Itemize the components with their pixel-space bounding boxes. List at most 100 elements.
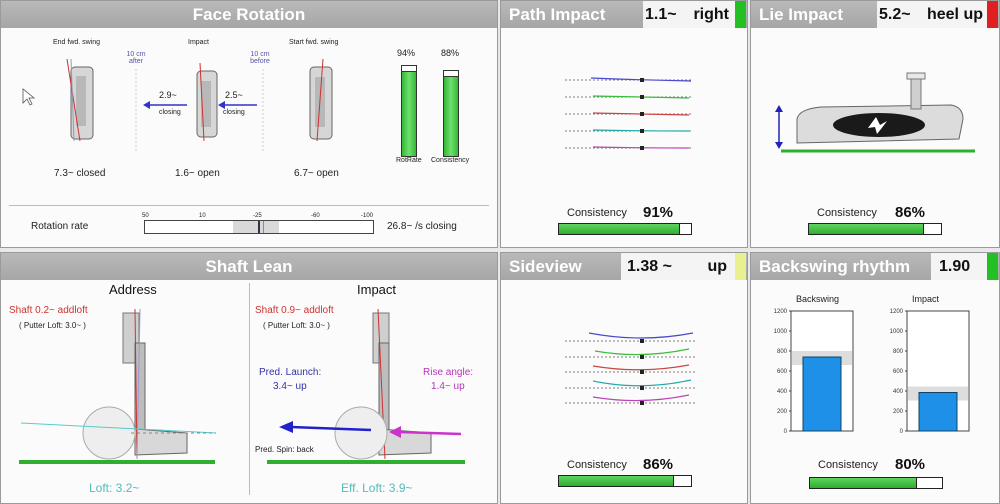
consistency-label: Consistency bbox=[431, 157, 470, 164]
rhythm-consistency-value: 80% bbox=[895, 456, 926, 473]
backswing-rhythm-indicator bbox=[987, 253, 998, 280]
putter-end-icon bbox=[66, 58, 94, 142]
rise-value: 1.4~ up bbox=[431, 381, 465, 392]
rotrate-label: RotRate bbox=[396, 157, 422, 164]
sideview-traces bbox=[565, 332, 695, 405]
rhythm-tick-0-0: 1200 bbox=[774, 309, 788, 315]
consistency-bar bbox=[443, 70, 459, 157]
rhythm-tick-0-3: 600 bbox=[777, 369, 788, 375]
divider bbox=[9, 205, 489, 206]
backswing-rhythm-panel: Backswing rhythm 1.90 Backswing Impact 1… bbox=[750, 252, 1000, 504]
address-heading: Address bbox=[109, 282, 157, 297]
path-consistency-value: 91% bbox=[643, 204, 674, 221]
putter-impact-icon bbox=[196, 62, 218, 142]
lie-putter-graphic bbox=[775, 72, 975, 153]
backswing-rhythm-value: 1.90 bbox=[939, 258, 971, 275]
sideview-consistency-value: 86% bbox=[643, 456, 674, 473]
shaft-lean-title: Shaft Lean bbox=[205, 257, 293, 276]
address-shaft: Shaft 0.2~ addloft bbox=[9, 305, 88, 316]
rhythm-bar-0 bbox=[802, 356, 842, 432]
arrow2-note: closing bbox=[223, 109, 245, 116]
lie-consistency-label: Consistency bbox=[817, 207, 877, 219]
face-rotation-graphic bbox=[22, 58, 333, 151]
rhythm-tick-1-0: 1200 bbox=[890, 309, 904, 315]
path-consistency-label: Consistency bbox=[567, 207, 627, 219]
rhythm-tick-0-6: 0 bbox=[784, 429, 788, 435]
sideview-consistency-bar bbox=[558, 475, 692, 487]
rotation-rate-label: Rotation rate bbox=[31, 221, 89, 232]
backswing-rhythm-header: Backswing rhythm 1.90 bbox=[751, 253, 999, 280]
value-start: 6.7~ open bbox=[294, 168, 339, 179]
launch-label: Pred. Launch: bbox=[259, 367, 322, 378]
sideview-direction: up bbox=[707, 258, 727, 275]
tick-3: -60 bbox=[311, 213, 320, 219]
consistency-pct: 88% bbox=[441, 48, 460, 58]
shaft-lean-graphic bbox=[19, 308, 465, 464]
path-impact-header: Path Impact 1.1~ right bbox=[501, 1, 747, 28]
rhythm-consistency-bar bbox=[809, 477, 943, 489]
chart1-label: Backswing bbox=[796, 294, 840, 304]
address-putter-icon bbox=[122, 308, 188, 460]
rotrate-bar bbox=[401, 65, 417, 157]
path-impact-direction: right bbox=[693, 6, 729, 23]
col-label-impact: Impact bbox=[188, 39, 210, 46]
rhythm-tick-1-2: 800 bbox=[893, 349, 904, 355]
rhythm-tick-1-3: 600 bbox=[893, 369, 904, 375]
marker-before: 10 cm before bbox=[250, 51, 270, 65]
shaft-lean-panel: Shaft Lean Address Impact Shaft 0.2~ add… bbox=[0, 252, 498, 504]
lie-impact-panel: Lie Impact 5.2~ heel up Consistency 86% bbox=[750, 0, 1000, 248]
lie-impact-value: 5.2~ bbox=[879, 6, 911, 23]
impact-heading: Impact bbox=[357, 282, 397, 297]
address-putter-loft: ( Putter Loft: 3.0~ ) bbox=[19, 321, 86, 330]
value-end: 7.3~ closed bbox=[54, 168, 106, 179]
face-rotation-header: Face Rotation bbox=[1, 1, 497, 28]
rhythm-tick-1-4: 400 bbox=[893, 389, 904, 395]
shaft-divider bbox=[249, 283, 250, 495]
sideview-header: Sideview 1.38 ~ up bbox=[501, 253, 747, 280]
impact-shaft: Shaft 0.9~ addloft bbox=[255, 305, 334, 316]
rhythm-tick-0-2: 800 bbox=[777, 349, 788, 355]
arrow1-value: 2.9~ bbox=[159, 90, 177, 100]
col-label-start: Start fwd. swing bbox=[289, 39, 339, 46]
rhythm-tick-0-4: 400 bbox=[777, 389, 788, 395]
launch-value: 3.4~ up bbox=[273, 381, 307, 392]
impact-putter-loft: ( Putter Loft: 3.0~ ) bbox=[263, 321, 330, 330]
rotation-rate-value: 26.8~ /s closing bbox=[387, 221, 457, 232]
rotrate-pct: 94% bbox=[397, 48, 416, 58]
face-rotation-title: Face Rotation bbox=[192, 5, 306, 24]
putter-start-icon bbox=[309, 58, 333, 142]
sideview-consistency-label: Consistency bbox=[567, 459, 627, 471]
marker-after: 10 cm after bbox=[126, 51, 146, 65]
chart2-label: Impact bbox=[912, 294, 940, 304]
arrow2-value: 2.5~ bbox=[225, 90, 243, 100]
rhythm-tick-1-5: 200 bbox=[893, 409, 904, 415]
rise-label: Rise angle: bbox=[423, 367, 474, 378]
col-label-end: End fwd. swing bbox=[53, 39, 101, 46]
rhythm-bar-1 bbox=[918, 392, 958, 432]
lie-consistency-value: 86% bbox=[895, 204, 926, 221]
lie-impact-direction: heel up bbox=[926, 6, 983, 23]
shaft-lean-header: Shaft Lean bbox=[1, 253, 497, 280]
rhythm-tick-1-1: 1000 bbox=[890, 329, 904, 335]
path-impact-value: 1.1~ bbox=[645, 6, 677, 23]
value-impact: 1.6~ open bbox=[175, 168, 220, 179]
sideview-value: 1.38 ~ bbox=[627, 258, 672, 275]
rhythm-tick-0-5: 200 bbox=[777, 409, 788, 415]
tick-4: -100 bbox=[361, 213, 374, 219]
impact-eff-loft: Eff. Loft: 3.9~ bbox=[341, 481, 413, 495]
lie-impact-indicator bbox=[987, 1, 998, 28]
arrow1-note: closing bbox=[159, 109, 181, 116]
backswing-rhythm-title: Backswing rhythm bbox=[759, 257, 911, 276]
path-consistency-bar bbox=[558, 223, 692, 235]
rhythm-tick-0-1: 1000 bbox=[774, 329, 788, 335]
tick-1: 10 bbox=[199, 213, 206, 219]
tick-2: -25 bbox=[253, 213, 262, 219]
spin-label: Pred. Spin: back bbox=[255, 445, 314, 454]
lie-impact-title: Lie Impact bbox=[759, 5, 844, 24]
rhythm-tick-1-6: 0 bbox=[900, 429, 904, 435]
lie-impact-header: Lie Impact 5.2~ heel up bbox=[751, 1, 999, 28]
lie-consistency-bar bbox=[808, 223, 942, 235]
sideview-title: Sideview bbox=[509, 257, 582, 276]
path-impact-title: Path Impact bbox=[509, 5, 606, 24]
tick-0: 50 bbox=[142, 213, 149, 219]
